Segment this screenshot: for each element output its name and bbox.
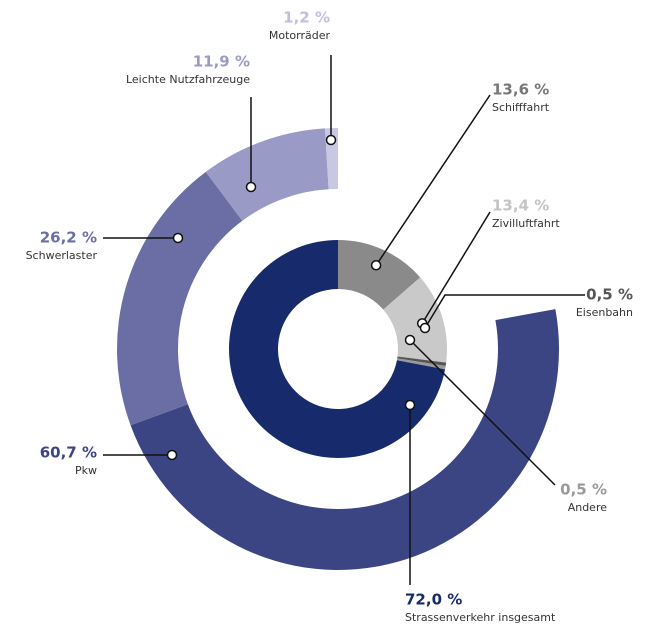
leader-dot	[325, 134, 337, 146]
category-label: Eisenbahn	[576, 306, 633, 319]
category-label: Strassenverkehr insgesamt	[405, 611, 556, 624]
inner-segment	[228, 240, 446, 458]
leader-line	[375, 94, 491, 266]
leader-dot	[404, 399, 416, 411]
value-label: 11,9 %	[193, 53, 250, 71]
value-label: 1,2 %	[283, 9, 330, 27]
outer-segment	[205, 128, 329, 221]
leader-dot	[419, 322, 431, 334]
value-label: 0,5 %	[586, 286, 633, 304]
value-label: 0,5 %	[560, 481, 607, 499]
leader-dot	[370, 260, 382, 271]
category-label: Schifffahrt	[492, 101, 550, 114]
value-label: 60,7 %	[40, 444, 97, 462]
category-label: Zivilluftfahrt	[492, 217, 560, 230]
category-label: Andere	[568, 501, 608, 514]
leader-dot	[245, 181, 257, 193]
value-label: 13,4 %	[492, 197, 549, 215]
category-label: Schwerlaster	[26, 249, 98, 262]
leader-dot	[166, 449, 178, 461]
inner-segment	[338, 240, 421, 310]
outer-segment	[116, 171, 243, 426]
leader-dot	[404, 334, 416, 346]
category-label: Motorräder	[269, 29, 331, 42]
leader-line	[409, 339, 556, 486]
leader-line	[421, 211, 491, 324]
category-label: Pkw	[75, 464, 97, 477]
value-label: 72,0 %	[405, 591, 462, 609]
inner-segment	[396, 358, 446, 370]
outer-segment	[130, 309, 560, 571]
leader-line	[424, 294, 585, 329]
value-label: 13,6 %	[492, 81, 549, 99]
value-label: 26,2 %	[40, 229, 97, 247]
inner-segment	[383, 277, 447, 363]
category-label: Leichte Nutzfahrzeuge	[126, 73, 250, 86]
leader-dot	[172, 232, 184, 244]
